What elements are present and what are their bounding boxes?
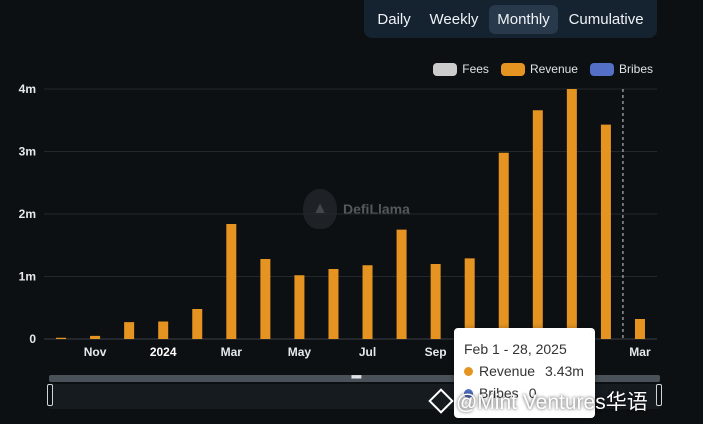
x-tick-label: Mar (629, 345, 651, 359)
bar-2024-09 (430, 264, 441, 339)
tooltip-dot-revenue (464, 366, 473, 376)
slider-grip-icon[interactable]: ■■■ (351, 374, 362, 381)
legend-item-revenue[interactable]: Revenue (500, 62, 578, 76)
watermark: @Mint Ventures华语 (428, 386, 648, 416)
watermark-diamond-icon (428, 388, 454, 414)
tooltip-row-bribes: Bribes 0 (464, 385, 595, 401)
y-tick-label: 4m (19, 82, 36, 96)
y-tick-label: 1m (19, 270, 36, 284)
y-tick-label: 0 (29, 332, 36, 346)
bar-2024-11 (498, 152, 509, 339)
chart-tooltip: Feb 1 - 28, 2025 Revenue 3.43m Bribes 0 (454, 328, 595, 418)
bar-2024-01 (158, 321, 169, 339)
bar-2024-12 (532, 110, 543, 339)
logo-text: DefiLlama (343, 201, 410, 217)
tooltip-value-revenue: 3.43m (545, 363, 584, 379)
bar-2024-03 (226, 224, 237, 339)
legend-label-bribes: Bribes (618, 62, 653, 76)
bar-2024-06 (328, 269, 339, 339)
legend-swatch-fees (433, 62, 458, 76)
tooltip-label-bribes: Bribes (479, 385, 519, 401)
x-tick-label: May (288, 345, 312, 359)
x-tick-label: Sep (425, 345, 447, 359)
bar-2023-12 (124, 322, 135, 339)
bar-2024-02 (192, 309, 203, 339)
tooltip-row-revenue: Revenue 3.43m (464, 363, 595, 379)
chart-grid (44, 88, 657, 340)
x-tick-label: Mar (221, 345, 243, 359)
y-axis: 0 1m 2m 3m 4m (19, 82, 37, 346)
slider-bar[interactable] (49, 375, 660, 382)
bar-2025-02 (600, 124, 611, 339)
tooltip-title: Feb 1 - 28, 2025 (464, 341, 567, 357)
period-tabs: Daily Weekly Monthly Cumulative (364, 0, 657, 38)
tooltip-label-revenue: Revenue (479, 363, 536, 379)
legend-label-revenue: Revenue (529, 62, 578, 76)
bar-2024-04 (260, 259, 271, 339)
tooltip-dot-bribes (464, 388, 473, 398)
x-tick-label: Jul (359, 345, 376, 359)
slider-handle-left[interactable] (47, 384, 53, 406)
legend-label-fees: Fees (462, 62, 489, 76)
bar-2024-10 (464, 258, 475, 339)
defillama-logo: ▲ DefiLlama (303, 189, 410, 229)
legend-item-fees[interactable]: Fees (433, 62, 489, 76)
bar-2024-05 (294, 275, 305, 339)
legend-swatch-revenue (500, 62, 525, 76)
bar-2025-01 (566, 89, 577, 339)
slider-handle-right[interactable] (656, 384, 662, 406)
legend-swatch-bribes (589, 62, 614, 76)
llama-icon: ▲ (303, 189, 337, 229)
bar-2023-11 (90, 335, 101, 339)
bar-2025-03 (634, 319, 645, 339)
x-tick-label: Nov (84, 345, 107, 359)
y-tick-label: 2m (19, 207, 36, 221)
x-tick-label: 2024 (150, 345, 177, 359)
legend-item-bribes[interactable]: Bribes (589, 62, 653, 76)
watermark-text: @Mint Ventures华语 (456, 391, 648, 414)
tab-cumulative[interactable]: Cumulative (568, 10, 644, 28)
tab-daily[interactable]: Daily (377, 10, 411, 28)
bar-2023-10 (56, 337, 67, 339)
bar-2024-08 (396, 229, 407, 339)
tab-monthly[interactable]: Monthly (489, 4, 558, 34)
tooltip-value-bribes: 0 (528, 385, 537, 401)
chart-legend: Fees Revenue Bribes (433, 62, 653, 76)
x-axis: Nov 2024 Mar May Jul Sep Mar (84, 345, 651, 359)
tab-weekly[interactable]: Weekly (429, 10, 479, 28)
bar-2024-07 (362, 265, 373, 339)
y-tick-label: 3m (19, 145, 36, 159)
chart-bars (56, 89, 645, 339)
